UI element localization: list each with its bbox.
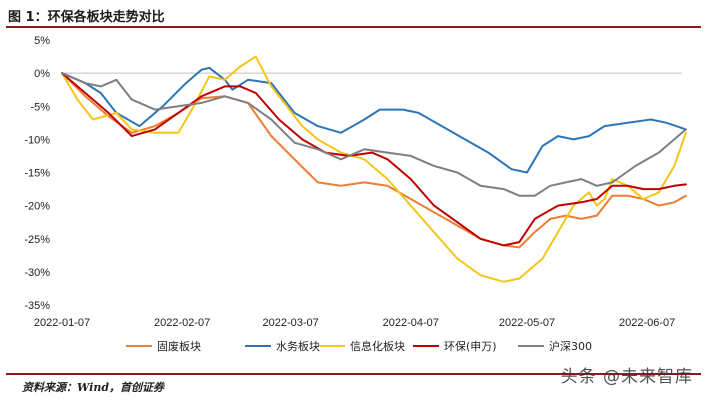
y-tick-label: 5%: [34, 35, 50, 47]
y-tick-label: -5%: [30, 101, 50, 113]
x-tick-label: 2022-02-07: [154, 317, 210, 329]
series-line-2: [61, 55, 687, 283]
y-tick-label: -20%: [24, 201, 50, 213]
series-line-0: [61, 72, 687, 249]
chart-title: 图 1：环保各板块走势对比: [8, 10, 165, 25]
x-tick-label: 2022-06-07: [619, 317, 675, 329]
series-line-4: [61, 72, 687, 197]
series-line-3: [61, 72, 687, 247]
y-tick-label: -30%: [24, 267, 50, 279]
x-tick-label: 2022-04-07: [383, 317, 439, 329]
x-tick-label: 2022-01-07: [34, 317, 90, 329]
y-tick-label: -10%: [24, 134, 50, 146]
legend-label: 沪深300: [549, 339, 592, 353]
source-note: 资料来源：Wind，首创证券: [22, 381, 165, 394]
y-tick-label: -25%: [24, 234, 50, 246]
y-axis-ticks: 5% 0% -5% -10% -15% -20% -25% -30% -35%: [24, 35, 50, 312]
legend-label: 水务板块: [276, 339, 320, 353]
series-line-1: [61, 66, 687, 174]
top-rule: [6, 26, 701, 28]
y-tick-label: -35%: [24, 300, 50, 312]
y-tick-label: -15%: [24, 168, 50, 180]
legend-label: 固废板块: [157, 339, 201, 353]
x-tick-label: 2022-05-07: [499, 317, 555, 329]
y-tick-label: 0%: [34, 68, 50, 80]
legend: 固废板块 水务板块 信息化板块 环保(申万) 沪深300: [126, 339, 592, 353]
legend-label: 环保(申万): [444, 339, 497, 353]
bottom-rule: [6, 373, 701, 375]
x-tick-label: 2022-03-07: [262, 317, 318, 329]
legend-label: 信息化板块: [350, 339, 405, 353]
x-axis-ticks: 2022-01-07 2022-02-07 2022-03-07 2022-04-07…: [34, 317, 675, 329]
series-layer: [61, 55, 687, 283]
watermark: 头条 @未来智库: [560, 367, 693, 387]
